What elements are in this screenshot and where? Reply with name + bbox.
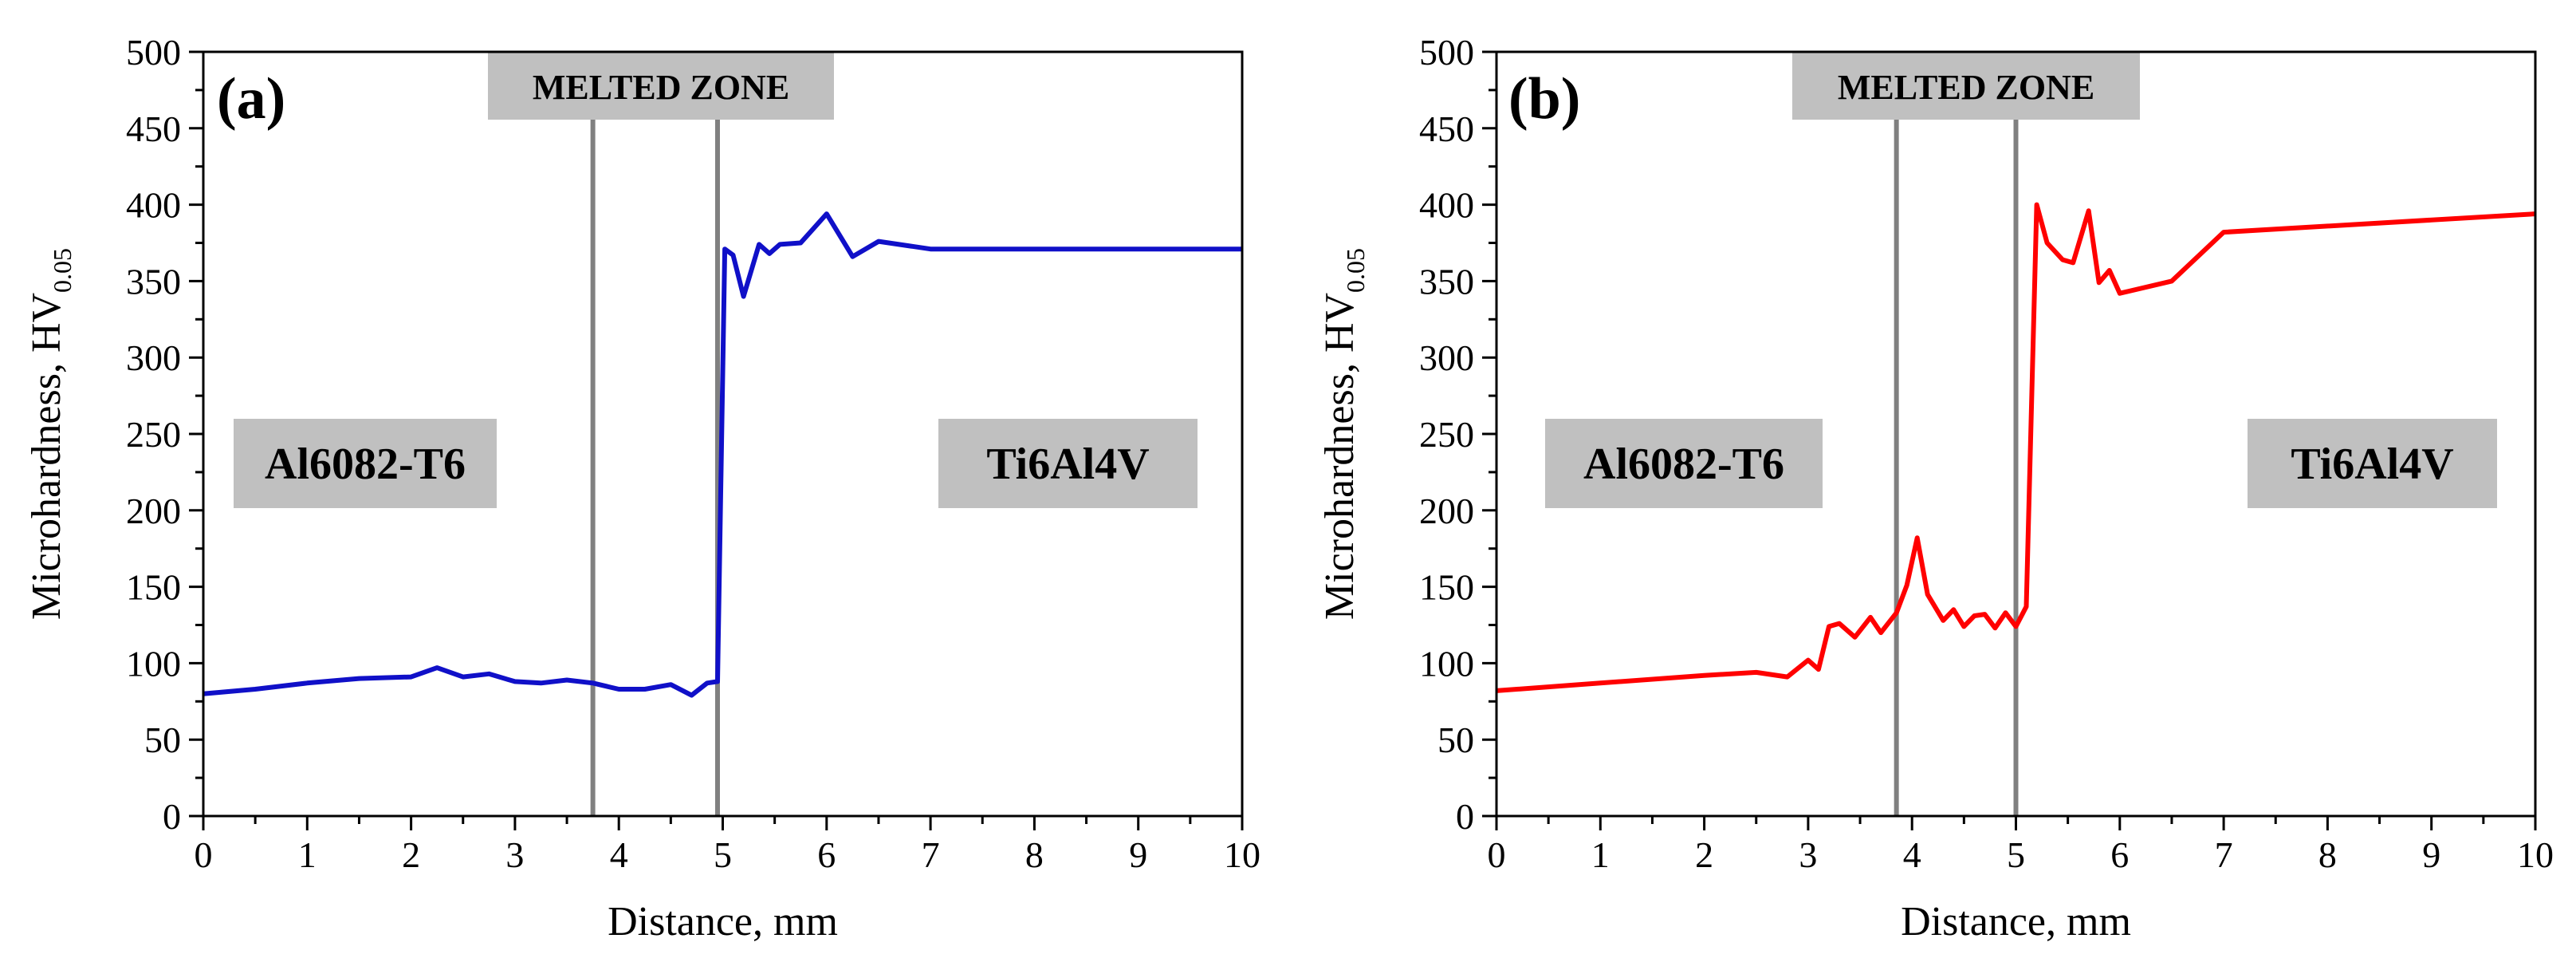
chart-0-x-tick-label: 10 [1224,834,1260,875]
chart-1-y-tick-label: 500 [1419,32,1474,73]
chart-1-x-tick-label: 5 [2007,834,2025,875]
chart-1-x-tick-label: 4 [1903,834,1921,875]
chart-0-x-tick-label: 3 [505,834,524,875]
chart-0-region-box-left [234,419,497,508]
chart-0-region-label-left: Al6082-T6 [265,440,466,489]
chart-0-x-axis-title: Distance, mm [608,899,838,944]
chart-1-y-tick-label: 350 [1419,261,1474,302]
chart-0-x-tick-label: 0 [195,834,213,875]
chart-0-y-axis-title-main: Microhardness, HV [24,293,69,620]
chart-0-y-tick-label: 250 [126,414,181,455]
chart-0-y-tick-label: 50 [144,720,181,760]
chart-0-y-tick-label: 100 [126,643,181,684]
chart-1-x-tick-label: 1 [1591,834,1610,875]
chart-1-region-label-right: Ti6Al4V [2291,440,2453,489]
chart-1-region-box-right [2248,419,2497,508]
chart-1-x-tick-label: 0 [1488,834,1506,875]
chart-1-y-tick-label: 400 [1419,185,1474,226]
chart-0-x-tick-label: 1 [298,834,317,875]
chart-1-y-axis-title-subscript: 0.05 [1341,248,1370,293]
chart-1-y-tick-label: 450 [1419,108,1474,149]
chart-1-y-axis-title: Microhardness, HV0.05 [1317,248,1370,620]
chart-1-melted-zone-label: MELTED ZONE [1838,68,2094,107]
chart-0-melted-zone-label: MELTED ZONE [533,68,789,107]
chart-0-x-tick-label: 8 [1025,834,1044,875]
chart-1-y-tick-label: 100 [1419,643,1474,684]
chart-0-y-tick-label: 450 [126,108,181,149]
chart-1-y-tick-label: 300 [1419,337,1474,378]
chart-1-x-axis-title: Distance, mm [1901,899,2131,944]
chart-0-series-line-0 [203,211,1242,698]
chart-1-x-tick-label: 3 [1799,834,1817,875]
chart-1-region-box-left [1545,419,1823,508]
chart-0-x-tick-label: 7 [922,834,940,875]
chart-1-x-tick-label: 10 [2517,834,2554,875]
chart-1-series-line-0 [1496,202,2536,693]
chart-0-y-axis-title-subscript: 0.05 [48,248,77,293]
chart-1-x-tick-label: 8 [2318,834,2337,875]
chart-0-y-tick-label: 300 [126,337,181,378]
chart-0-y-tick-label: 400 [126,185,181,226]
chart-0-x-tick-label: 2 [402,834,420,875]
chart-1-y-tick-label: 150 [1419,567,1474,608]
chart-0-y-axis-title: Microhardness, HV0.05 [24,248,77,620]
chart-1-melted-zone-box [1792,53,2140,120]
chart-1-x-tick-label: 6 [2110,834,2129,875]
chart-0-x-tick-label: 9 [1129,834,1147,875]
chart-1-y-tick-label: 50 [1437,720,1474,760]
chart-0-y-tick-label: 200 [126,491,181,531]
chart-1-x-tick-label: 9 [2422,834,2440,875]
chart-1-panel-label: (b) [1508,66,1580,132]
chart-1-region-label-left: Al6082-T6 [1583,440,1784,489]
chart-0-melted-zone-box [488,53,834,120]
chart-1-y-tick-label: 200 [1419,491,1474,531]
chart-1-x-tick-label: 2 [1695,834,1713,875]
chart-1-x-tick-label: 7 [2215,834,2233,875]
chart-0-x-tick-label: 6 [817,834,836,875]
chart-0-y-tick-label: 500 [126,32,181,73]
chart-1-y-axis-title-main: Microhardness, HV [1317,293,1363,620]
chart-1-y-tick-label: 0 [1456,796,1474,837]
chart-0-y-tick-label: 0 [163,796,181,837]
chart-0-y-tick-label: 350 [126,261,181,302]
chart-0-panel-label: (a) [217,66,285,132]
chart-1-y-tick-label: 250 [1419,414,1474,455]
chart-0-x-tick-label: 5 [714,834,732,875]
chart-0-x-tick-label: 4 [610,834,628,875]
chart-0-region-box-right [938,419,1198,508]
chart-0-y-tick-label: 150 [126,567,181,608]
chart-0-region-label-right: Ti6Al4V [986,440,1149,489]
